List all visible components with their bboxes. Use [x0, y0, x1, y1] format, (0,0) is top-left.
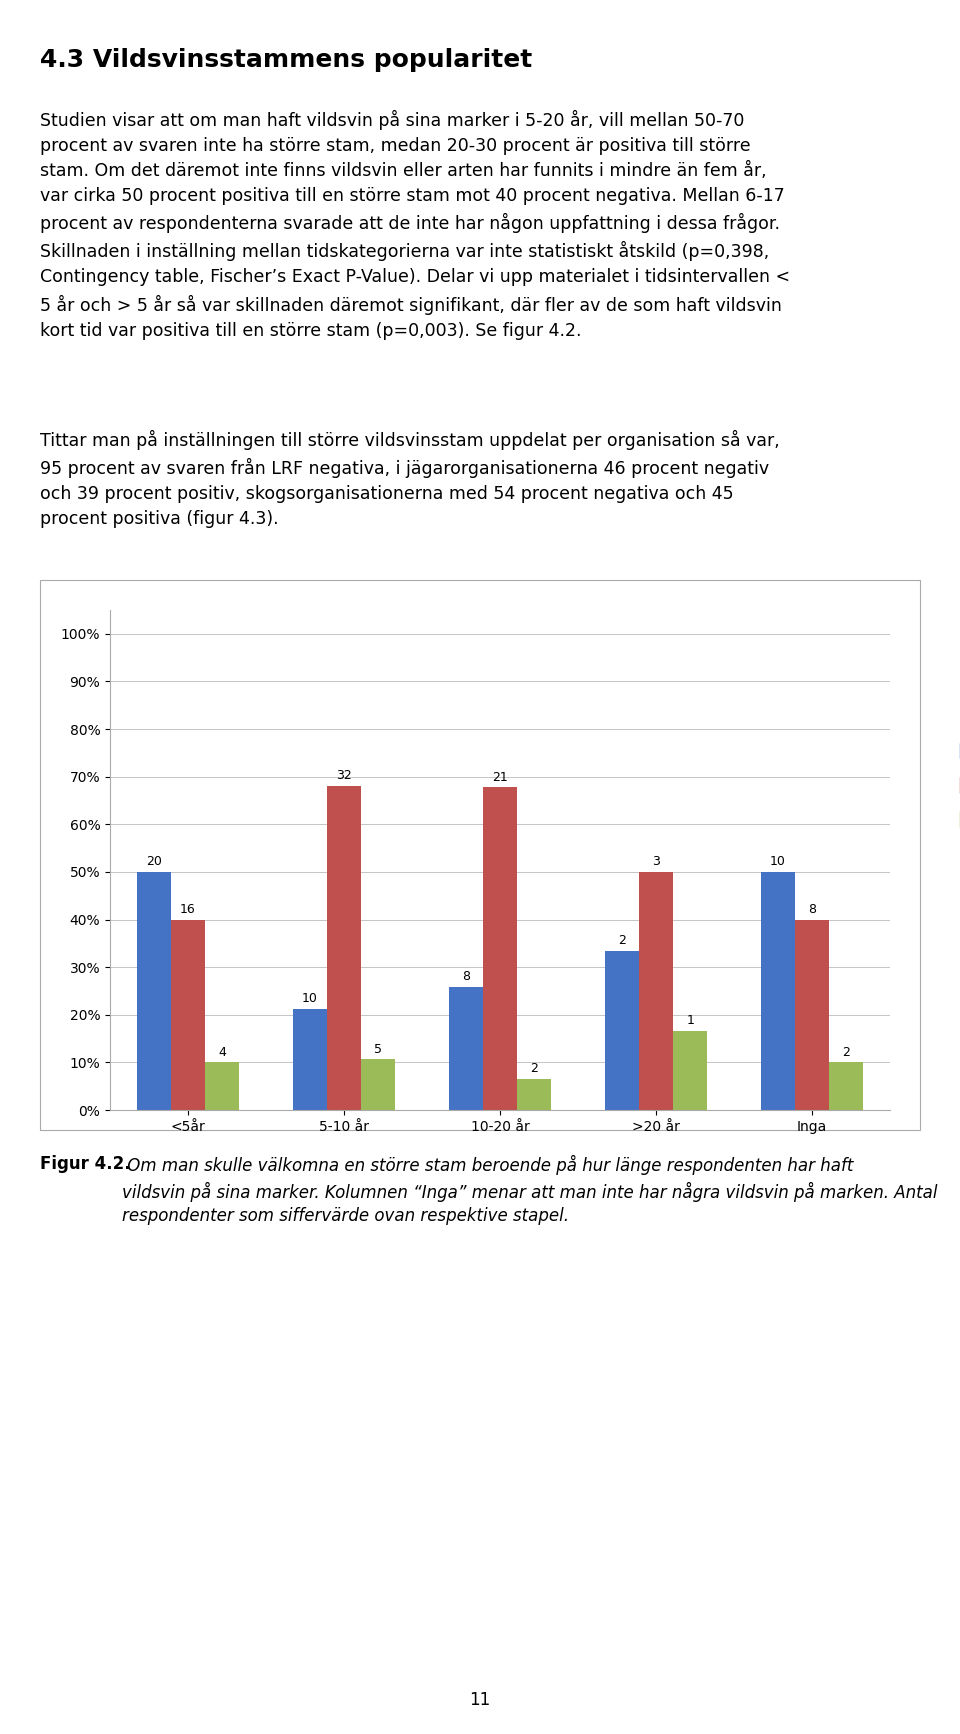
Text: 32: 32	[336, 768, 352, 782]
Text: 5: 5	[374, 1042, 382, 1056]
Text: 16: 16	[180, 903, 196, 916]
Text: Om man skulle välkomna en större stam beroende på hur länge respondenten har haf: Om man skulle välkomna en större stam be…	[122, 1155, 937, 1226]
Text: 20: 20	[146, 855, 161, 869]
Bar	[136, 872, 171, 1110]
Bar	[605, 952, 638, 1110]
Text: 2: 2	[617, 935, 626, 947]
Bar	[361, 1059, 396, 1110]
Text: 4.3 Vildsvinsstammens popularitet: 4.3 Vildsvinsstammens popularitet	[40, 49, 532, 73]
Text: Studien visar att om man haft vildsvin på sina marker i 5-20 år, vill mellan 50-: Studien visar att om man haft vildsvin p…	[40, 109, 790, 340]
Text: 4: 4	[218, 1046, 227, 1058]
Text: Figur 4.2.: Figur 4.2.	[40, 1155, 131, 1172]
Bar	[638, 872, 673, 1110]
Bar	[760, 872, 795, 1110]
Bar	[448, 987, 483, 1110]
Text: 8: 8	[808, 903, 816, 916]
Bar	[205, 1063, 239, 1110]
Text: 2: 2	[530, 1063, 539, 1075]
Text: 1: 1	[686, 1014, 694, 1027]
Bar	[326, 786, 361, 1110]
Text: 2: 2	[842, 1046, 851, 1058]
Bar	[171, 919, 205, 1110]
Text: 8: 8	[462, 971, 469, 983]
Text: 21: 21	[492, 770, 508, 784]
Bar	[673, 1030, 708, 1110]
Bar	[829, 1063, 863, 1110]
Legend: Välkommet, Ej välkommet, Vet ej: Välkommet, Ej välkommet, Vet ej	[953, 737, 960, 834]
Bar	[795, 919, 829, 1110]
Bar	[517, 1079, 551, 1110]
Bar	[483, 787, 517, 1110]
Text: 10: 10	[770, 855, 785, 869]
Text: 3: 3	[652, 855, 660, 869]
Text: 11: 11	[469, 1691, 491, 1710]
Bar	[293, 1009, 326, 1110]
Text: Tittar man på inställningen till större vildsvinsstam uppdelat per organisation : Tittar man på inställningen till större …	[40, 430, 780, 529]
Text: 10: 10	[301, 992, 318, 1006]
